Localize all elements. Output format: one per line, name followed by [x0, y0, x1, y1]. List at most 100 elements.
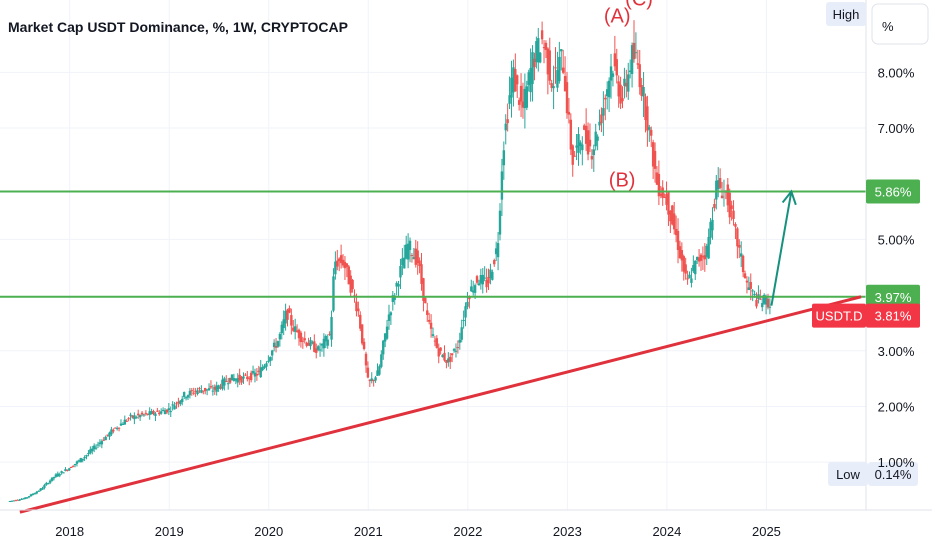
candle-body [257, 370, 261, 372]
candle-body [125, 420, 128, 422]
low-marker: Low 0.14% [828, 462, 918, 486]
candle-body [182, 392, 186, 397]
candle-body [301, 340, 305, 342]
candle-body [701, 256, 705, 258]
candle-body [58, 474, 61, 476]
candle-body [276, 341, 280, 347]
candle-body [282, 319, 285, 329]
candle-body [736, 228, 739, 247]
candle-body [531, 52, 534, 84]
candle-body [150, 411, 153, 415]
candle-body [628, 70, 632, 73]
candle-body [376, 370, 379, 376]
candle-body [372, 380, 375, 382]
candle-body [64, 469, 67, 472]
candle-body [318, 349, 322, 351]
candle-body [508, 95, 511, 104]
candle-body [462, 319, 465, 321]
candle-body [288, 308, 291, 313]
candle-body [374, 377, 377, 381]
candle-body [422, 278, 425, 301]
candle-body [142, 414, 146, 416]
candle-body [347, 266, 350, 285]
candle-body [66, 470, 69, 472]
candle-body [148, 411, 151, 415]
candle-body [397, 284, 400, 287]
percent-scale-button[interactable]: % [871, 3, 929, 45]
candle-body [165, 409, 169, 413]
candle-body [204, 388, 207, 392]
candle-body [636, 63, 640, 65]
candle-body [35, 491, 38, 494]
candle-body [730, 205, 733, 210]
candle-body [703, 255, 707, 260]
candle-body [450, 353, 454, 356]
candle-body [91, 448, 94, 452]
candle-body [307, 342, 310, 346]
candle-body [640, 85, 643, 96]
candle-body [292, 327, 295, 331]
candle-body [50, 477, 54, 481]
candle-body [738, 244, 741, 248]
candle-body [510, 77, 513, 98]
candle-body [305, 342, 308, 346]
candle-body [96, 444, 100, 446]
candle-body [68, 468, 71, 471]
candle-body [200, 390, 203, 393]
candle-body [255, 373, 259, 376]
scale-mode-button[interactable]: High [826, 2, 866, 26]
trend-line[interactable] [19, 295, 862, 514]
candle-body [60, 471, 63, 473]
candle-body [62, 472, 65, 474]
candle-body [713, 204, 716, 209]
candle-body [114, 427, 117, 429]
candle-body [328, 333, 331, 335]
candle-body [100, 441, 104, 445]
candle-body [764, 296, 768, 305]
candle-body [605, 89, 609, 97]
candle-body [18, 499, 21, 501]
candle-body [24, 497, 27, 499]
candle-body [521, 101, 525, 108]
time-scale[interactable]: 2018 2019 2020 2021 2022 2023 2024 2025 [55, 524, 781, 539]
candle-body [456, 347, 460, 349]
candle-body [607, 80, 611, 98]
candle-body [249, 372, 253, 381]
candle-body [424, 297, 427, 304]
candle-body [299, 332, 303, 343]
candle-body [221, 379, 224, 389]
candle-body [349, 275, 352, 293]
candle-body [29, 494, 33, 497]
candle-body [665, 194, 668, 205]
candle-body [483, 277, 486, 279]
candle-body [715, 180, 718, 200]
candle-body [699, 254, 703, 261]
wave-label: (B) [609, 170, 636, 192]
candle-body [177, 401, 180, 404]
candle-body [269, 357, 272, 362]
candle-body [188, 390, 192, 396]
candle-body [115, 428, 119, 430]
candle-body [158, 412, 161, 415]
candle-body [382, 340, 385, 355]
price-scale[interactable]: 1.00% 2.00% 3.00% 5.00% 7.00% 8.00% [878, 65, 915, 470]
candle-body [449, 356, 452, 362]
candle-body [77, 460, 81, 462]
candle-body [487, 276, 490, 284]
projection-arrow-shaft[interactable] [770, 191, 793, 306]
candle-body [405, 244, 408, 259]
candle-body [378, 366, 381, 375]
candle-body [33, 493, 37, 495]
drawings [0, 189, 866, 514]
candle-body [466, 301, 469, 307]
candle-body [173, 405, 176, 410]
candle-body [611, 73, 615, 77]
candle-body [140, 412, 144, 415]
candle-body [458, 339, 461, 343]
candle-body [146, 413, 149, 415]
candle-body [267, 360, 270, 362]
candle-body [196, 390, 199, 395]
candle-body [127, 418, 130, 420]
candle-body [278, 333, 282, 340]
